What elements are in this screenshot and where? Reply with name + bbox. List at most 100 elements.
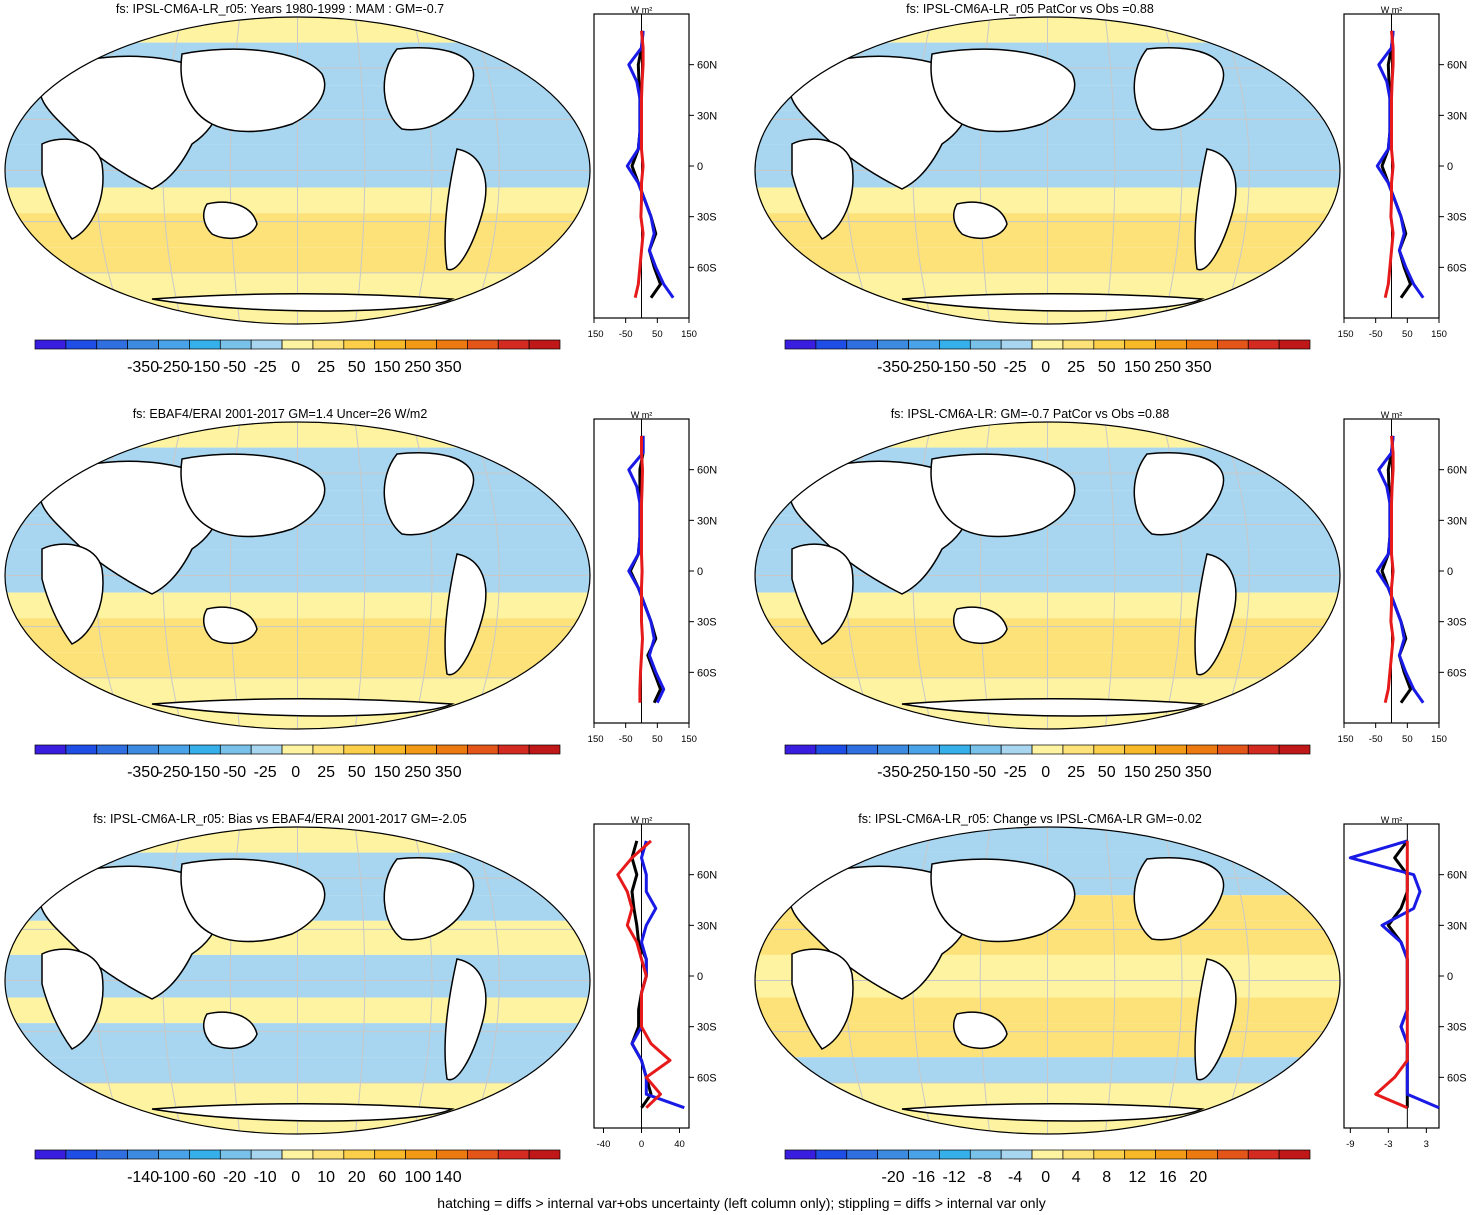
colorbar-swatch [34,1149,67,1160]
panel-title: fs: IPSL-CM6A-LR: GM=-0.7 PatCor vs Obs … [890,407,1170,421]
x-tick-label: 40 [674,1139,685,1150]
colorbar-swatch [1155,1149,1187,1160]
colorbar-swatch [219,744,252,755]
panel-title: fs: EBAF4/ERAI 2001-2017 GM=1.4 Uncer=26… [132,407,428,421]
x-tick-label: -9 [1346,1139,1354,1150]
colorbar-label: -50 [973,764,996,781]
colorbar-swatch [528,1149,561,1160]
x-tick-label: 50 [652,734,663,745]
longitude-gridline [470,422,500,729]
colorbar-swatch [127,744,159,755]
colorbar-swatch [281,744,314,755]
colorbar-label: 150 [1124,359,1151,376]
colorbar-swatch [250,339,283,350]
map-plot [754,16,1341,325]
colorbar-label: -150 [938,764,970,781]
colorbar-swatch [1278,1149,1311,1160]
zonal-line-obs [627,435,666,704]
panel-title: fs: IPSL-CM6A-LR_r05: Bias vs EBAF4/ERAI… [93,812,467,826]
continent [41,543,104,645]
lat-tick-label: 30N [697,920,717,932]
colorbar: -350-250-150 -50 -25 0 25 50 150 250 350 [34,744,561,781]
lat-tick-label: 0 [697,566,703,578]
continent [1133,47,1225,131]
colorbar-label: -140 [127,1169,159,1186]
continent [791,948,854,1050]
continent [202,201,258,240]
continent [901,698,1205,717]
longitude-gridline [1220,827,1250,1134]
colorbar-swatch [784,339,817,350]
continent [180,453,326,538]
x-tick-label: -150 [588,734,604,745]
colorbar-swatch [1217,744,1249,755]
colorbar-label: 0 [1041,359,1050,376]
colorbar-swatch [1247,1149,1280,1160]
colorbar-label: -4 [1008,1169,1022,1186]
colorbar-label: 0 [291,1169,300,1186]
x-tick-label: 50 [1402,329,1413,340]
zonal-mean-plot: W m² -150 -50 50 150 60N 30N 0 30S 60S [1338,6,1467,340]
colorbar-label: -150 [188,764,220,781]
panel-title: fs: IPSL-CM6A-LR_r05: Years 1980-1999 : … [115,2,445,16]
colorbar-swatch [497,744,530,755]
x-tick-label: 3 [1424,1139,1429,1150]
x-tick-label: 50 [1402,734,1413,745]
longitude-gridline [1104,17,1116,324]
colorbar-label: 50 [348,359,366,376]
zonal-frame [1343,823,1440,1129]
longitude-gridline [1220,17,1250,324]
colorbar-label: 60 [378,1169,396,1186]
continent [952,1011,1008,1050]
continent [180,48,326,133]
x-tick-label: -50 [619,329,633,340]
x-tick-label: 150 [681,734,697,745]
panel-ensemble-patcor: fs: IPSL-CM6A-LR: GM=-0.7 PatCor vs Obs … [750,405,1483,810]
colorbar-swatch [467,744,499,755]
lat-tick-label: 30N [697,515,717,527]
longitude-gridline [354,827,366,1134]
colorbar-label: 350 [435,764,462,781]
lat-tick-label: 0 [1447,566,1453,578]
colorbar-label: -60 [193,1169,216,1186]
colorbar-label: -16 [912,1169,935,1186]
colorbar-swatch [374,339,406,350]
colorbar-label: -50 [223,764,246,781]
colorbar-swatch [250,1149,283,1160]
continent [1194,148,1237,271]
colorbar-swatch [1217,1149,1249,1160]
lat-tick-label: 60N [1447,870,1467,882]
colorbar-swatch [1278,744,1311,755]
colorbar-swatch [189,339,221,350]
x-tick-label: -50 [1369,734,1383,745]
lat-tick-label: 30N [1447,920,1467,932]
colorbar-swatch [1062,1149,1095,1160]
colorbar-swatch [939,1149,971,1160]
colorbar-swatch [374,1149,406,1160]
zonal-mean-plot: W m² -150 -50 50 150 60N 30N 0 30S 60S [1338,411,1467,745]
panel-title: fs: IPSL-CM6A-LR_r05: Change vs IPSL-CM6… [858,812,1202,826]
continent [901,293,1205,312]
colorbar-swatch [497,339,530,350]
longitude-gridline [354,422,366,729]
colorbar-swatch [1278,339,1311,350]
colorbar-label: 10 [317,1169,335,1186]
colorbar-label: 0 [1041,764,1050,781]
continent [38,55,221,190]
colorbar-label: -10 [254,1169,277,1186]
colorbar: -350-250-150 -50 -25 0 25 50 150 250 350 [34,339,561,376]
continent [788,865,971,1000]
continent [952,606,1008,645]
continent [788,460,971,595]
x-tick-label: 150 [1431,329,1447,340]
colorbar: -350-250-150 -50 -25 0 25 50 150 250 350 [784,339,1311,376]
colorbar-label: -100 [158,1169,190,1186]
colorbar-label: -25 [254,764,277,781]
zonal-mean-plot: W m² -40 0 40 60N 30N 0 30S 60S [593,816,717,1150]
x-tick-label: -150 [588,329,604,340]
colorbar-label: -150 [938,359,970,376]
colorbar-swatch [312,339,345,350]
colorbar-swatch [1155,339,1187,350]
colorbar-swatch [281,339,314,350]
colorbar-label: 250 [1154,764,1181,781]
